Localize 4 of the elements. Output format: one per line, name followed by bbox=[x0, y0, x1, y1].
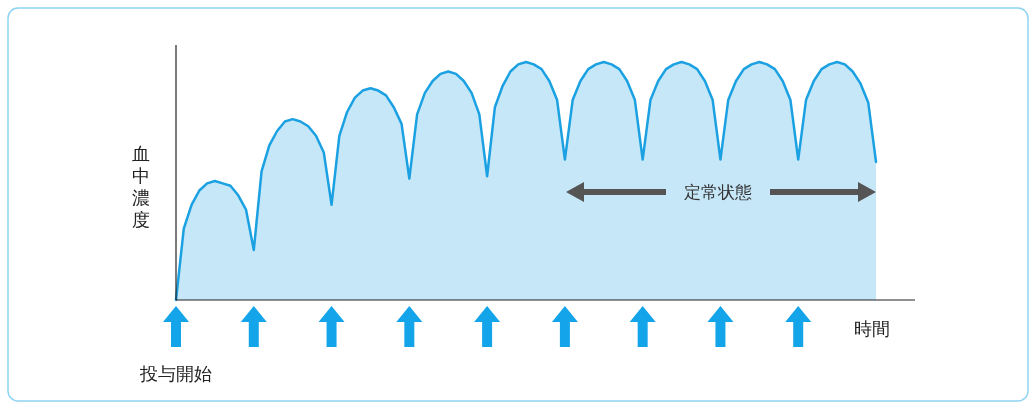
annotation: 定常状態 bbox=[684, 182, 752, 202]
ylabel: 血中濃度 bbox=[132, 143, 150, 230]
annotation: 投与開始 bbox=[140, 363, 212, 384]
xlabel: 時間 bbox=[854, 318, 890, 339]
